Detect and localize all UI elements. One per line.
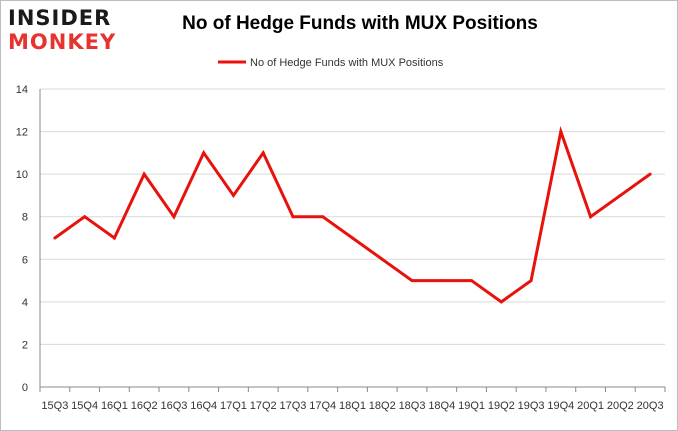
y-tick-label: 8	[22, 212, 28, 224]
data-point	[440, 279, 444, 283]
x-tick-label: 18Q3	[399, 400, 426, 412]
data-point	[142, 172, 146, 176]
y-tick-label: 4	[22, 297, 28, 309]
x-tick-label: 19Q3	[518, 400, 545, 412]
chart-title: No of Hedge Funds with MUX Positions	[182, 13, 538, 34]
y-tick-label: 12	[16, 127, 28, 139]
data-point	[380, 257, 384, 261]
logo-line-2: MONKEY	[8, 30, 117, 54]
y-tick-label: 10	[16, 169, 28, 181]
x-tick-label: 20Q3	[637, 400, 664, 412]
x-tick-label: 18Q2	[369, 400, 396, 412]
x-tick-label: 16Q4	[190, 400, 217, 412]
x-tick-label: 19Q4	[547, 400, 574, 412]
y-tick-label: 2	[22, 339, 28, 351]
data-point	[172, 215, 176, 219]
x-tick-label: 20Q1	[577, 400, 604, 412]
data-point	[410, 279, 414, 283]
x-tick-label: 18Q4	[428, 400, 455, 412]
x-tick-label: 17Q1	[220, 400, 247, 412]
data-point	[559, 130, 563, 134]
data-point	[112, 236, 116, 240]
data-point	[589, 215, 593, 219]
x-tick-label: 20Q2	[607, 400, 634, 412]
data-point	[321, 215, 325, 219]
data-point	[261, 151, 265, 155]
data-point	[351, 236, 354, 240]
x-tick-label: 16Q3	[160, 400, 187, 412]
data-point	[529, 279, 533, 283]
y-tick-label: 0	[22, 382, 28, 394]
data-point	[618, 193, 622, 197]
x-tick-label: 19Q1	[458, 400, 485, 412]
y-tick-label: 6	[22, 254, 28, 266]
x-tick-label: 15Q3	[41, 400, 68, 412]
data-point	[53, 236, 57, 240]
x-tick-label: 18Q1	[339, 400, 366, 412]
x-tick-label: 17Q3	[280, 400, 307, 412]
data-point	[83, 215, 87, 219]
y-tick-label: 14	[16, 84, 28, 96]
data-point	[231, 193, 235, 197]
x-tick-label: 16Q2	[131, 400, 158, 412]
x-tick-label: 17Q4	[309, 400, 336, 412]
x-tick-label: 19Q2	[488, 400, 515, 412]
legend: No of Hedge Funds with MUX Positions	[218, 57, 444, 69]
logo-line-1: INSIDER	[8, 6, 112, 30]
x-tick-label: 17Q2	[250, 400, 277, 412]
x-tick-label: 16Q1	[101, 400, 128, 412]
data-point	[291, 215, 295, 219]
data-point	[470, 279, 474, 283]
data-point	[202, 151, 206, 155]
insider-monkey-logo: INSIDER MONKEY	[8, 6, 126, 56]
x-tick-label: 15Q4	[71, 400, 98, 412]
data-point	[648, 172, 652, 176]
legend-label: No of Hedge Funds with MUX Positions	[250, 57, 444, 69]
data-point	[499, 300, 503, 304]
